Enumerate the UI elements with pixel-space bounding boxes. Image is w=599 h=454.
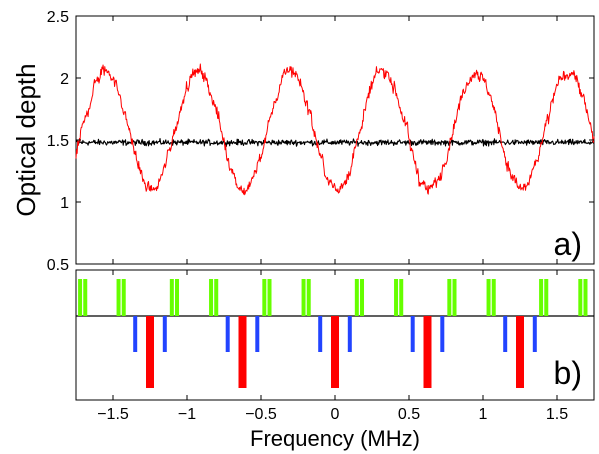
y-tick-label: 1 bbox=[60, 195, 69, 212]
x-tick-label: −0.5 bbox=[245, 406, 277, 423]
green-bar bbox=[539, 279, 544, 316]
green-bar bbox=[394, 279, 399, 316]
blue-bar bbox=[133, 316, 138, 352]
green-bar bbox=[301, 279, 306, 316]
y-tick-label: 2.5 bbox=[47, 9, 69, 26]
green-bar bbox=[360, 279, 365, 316]
red-bar bbox=[146, 316, 154, 388]
panel-b-label: b) bbox=[554, 355, 582, 391]
x-tick-label: 0 bbox=[331, 406, 340, 423]
green-bar bbox=[578, 279, 583, 316]
y-tick-label: 1.5 bbox=[47, 133, 69, 150]
green-bar bbox=[354, 279, 359, 316]
red-bar bbox=[331, 316, 339, 388]
green-bar bbox=[169, 279, 174, 316]
panel-a-label: a) bbox=[554, 226, 582, 262]
blue-bar bbox=[225, 316, 230, 352]
x-tick-label: 0.5 bbox=[398, 406, 420, 423]
blue-bar bbox=[162, 316, 167, 352]
green-bar bbox=[78, 279, 83, 316]
blue-bar bbox=[318, 316, 323, 352]
green-bar bbox=[399, 279, 404, 316]
blue-bar bbox=[532, 316, 537, 352]
panel-b-x-ticks: −1.5 −1 −0.5 0 0.5 1 1.5 bbox=[97, 270, 568, 423]
x-tick-label: 1.5 bbox=[546, 406, 568, 423]
red-bar bbox=[423, 316, 432, 388]
green-bar bbox=[491, 279, 496, 316]
x-tick-label: −1.5 bbox=[97, 406, 129, 423]
green-bar bbox=[267, 279, 272, 316]
blue-bar bbox=[347, 316, 352, 352]
green-bar bbox=[583, 279, 588, 316]
green-bar bbox=[544, 279, 549, 316]
red-bar bbox=[238, 316, 247, 388]
panel-a-y-ticks: 0.5 1 1.5 2 2.5 bbox=[47, 9, 594, 274]
green-bar bbox=[486, 279, 491, 316]
green-bar bbox=[214, 279, 219, 316]
green-bar bbox=[306, 279, 311, 316]
panel-a-frame bbox=[75, 15, 595, 265]
green-bar bbox=[175, 279, 180, 316]
y-axis-label: Optical depth bbox=[11, 63, 41, 216]
x-tick-label: 1 bbox=[479, 406, 488, 423]
green-bar bbox=[83, 279, 88, 316]
red-bar bbox=[516, 316, 524, 388]
series-black-line bbox=[75, 138, 595, 148]
green-bar bbox=[121, 279, 126, 316]
y-tick-label: 0.5 bbox=[47, 257, 69, 274]
green-bar bbox=[262, 279, 267, 316]
y-tick-label: 2 bbox=[60, 71, 69, 88]
x-tick-label: −1 bbox=[178, 406, 196, 423]
blue-bar bbox=[440, 316, 445, 352]
series-red-line bbox=[75, 63, 595, 196]
blue-bar bbox=[410, 316, 415, 352]
green-bar bbox=[116, 279, 121, 316]
x-axis-label: Frequency (MHz) bbox=[250, 426, 420, 451]
green-bar bbox=[209, 279, 214, 316]
panel-b-marks bbox=[76, 279, 594, 388]
green-bar bbox=[447, 279, 452, 316]
blue-bar bbox=[503, 316, 508, 352]
green-bar bbox=[452, 279, 457, 316]
panel-a-series bbox=[75, 63, 595, 196]
blue-bar bbox=[255, 316, 260, 352]
